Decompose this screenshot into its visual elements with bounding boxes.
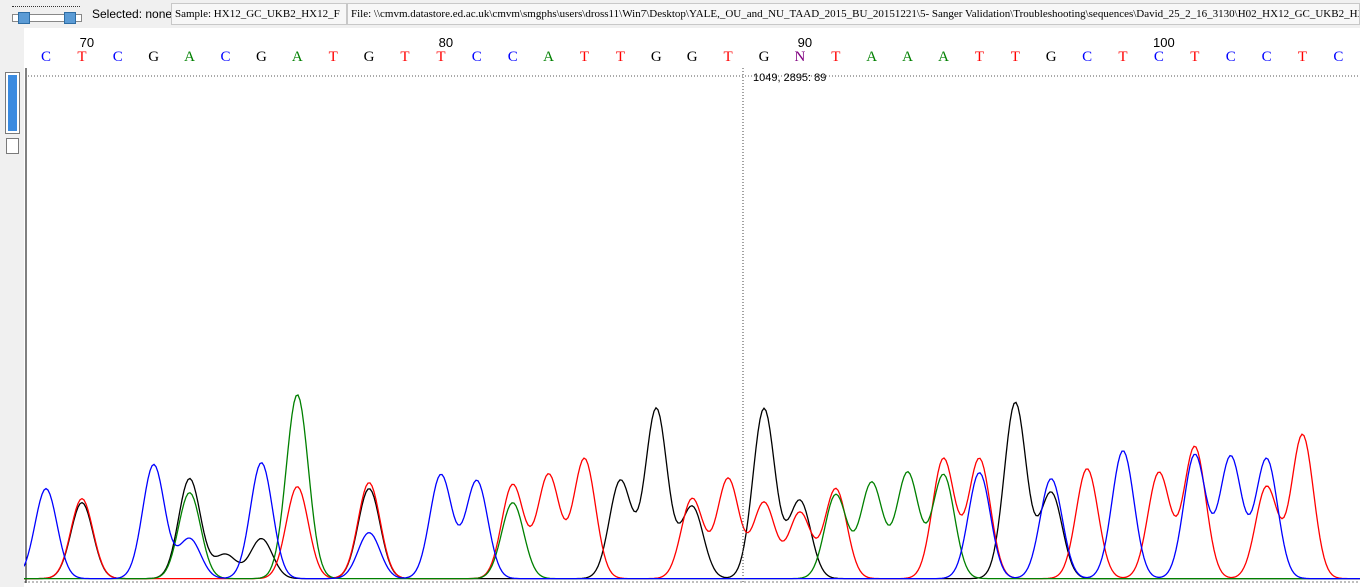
base-call-T[interactable]: T: [436, 49, 445, 65]
base-call-G[interactable]: G: [148, 49, 159, 65]
scale-checkbox[interactable]: [6, 138, 19, 154]
base-call-C[interactable]: C: [113, 49, 123, 65]
zoom-ruler: [12, 6, 80, 11]
base-call-T[interactable]: T: [616, 49, 625, 65]
toolbar: Selected: none Sample: HX12_GC_UKB2_HX12…: [0, 0, 1360, 29]
position-label: 80: [439, 35, 453, 50]
zoom-thumb-right[interactable]: [64, 12, 76, 24]
position-label: 90: [798, 35, 812, 50]
base-call-C[interactable]: C: [1082, 49, 1092, 65]
zoom-thumb-left[interactable]: [18, 12, 30, 24]
base-call-T[interactable]: T: [580, 49, 589, 65]
trace-A: [24, 394, 1360, 580]
trace-G: [24, 401, 1360, 580]
base-call-C[interactable]: C: [472, 49, 482, 65]
base-call-T[interactable]: T: [400, 49, 409, 65]
base-call-T[interactable]: T: [1298, 49, 1307, 65]
base-call-A[interactable]: A: [902, 49, 913, 65]
base-call-A[interactable]: A: [543, 49, 554, 65]
base-call-G[interactable]: G: [651, 49, 662, 65]
position-label: 100: [1153, 35, 1175, 50]
position-label: 70: [80, 35, 94, 50]
base-call-G[interactable]: G: [687, 49, 698, 65]
file-path-field: File: \\cmvm.datastore.ed.ac.uk\cmvm\smg…: [347, 3, 1360, 25]
base-call-A[interactable]: A: [866, 49, 877, 65]
base-call-G[interactable]: G: [364, 49, 375, 65]
base-call-N[interactable]: N: [794, 49, 805, 65]
base-call-C[interactable]: C: [1226, 49, 1236, 65]
base-call-C[interactable]: C: [1154, 49, 1164, 65]
vertical-scale-slider[interactable]: [5, 72, 20, 134]
left-panel: [0, 28, 24, 587]
base-call-A[interactable]: A: [184, 49, 195, 65]
base-call-C[interactable]: C: [41, 49, 51, 65]
selection-status: Selected: none: [92, 7, 173, 21]
trace-C: [24, 450, 1360, 580]
base-call-G[interactable]: G: [1046, 49, 1057, 65]
base-call-C[interactable]: C: [1333, 49, 1343, 65]
sample-name-field: Sample: HX12_GC_UKB2_HX12_F: [171, 3, 347, 25]
base-call-T[interactable]: T: [1190, 49, 1199, 65]
zoom-slider[interactable]: [4, 2, 84, 26]
base-call-A[interactable]: A: [938, 49, 949, 65]
base-call-C[interactable]: C: [220, 49, 230, 65]
base-call-T[interactable]: T: [77, 49, 86, 65]
base-call-T[interactable]: T: [724, 49, 733, 65]
base-call-G[interactable]: G: [759, 49, 770, 65]
base-call-T[interactable]: T: [1011, 49, 1020, 65]
chromatogram-panel[interactable]: 70 80 90 100 C T C G A C G A T G T T C C A T T G G T G N T A A A T T G C T…: [24, 28, 1360, 587]
base-call-A[interactable]: A: [292, 49, 303, 65]
base-call-G[interactable]: G: [256, 49, 267, 65]
cursor-readout: 1049, 2895: 89: [753, 72, 826, 84]
base-call-C[interactable]: C: [1262, 49, 1272, 65]
base-call-T[interactable]: T: [975, 49, 984, 65]
base-call-T[interactable]: T: [329, 49, 338, 65]
vertical-scale-fill: [8, 75, 17, 131]
zoom-track[interactable]: [12, 14, 82, 22]
base-call-C[interactable]: C: [508, 49, 518, 65]
base-call-T[interactable]: T: [1118, 49, 1127, 65]
base-call-T[interactable]: T: [831, 49, 840, 65]
